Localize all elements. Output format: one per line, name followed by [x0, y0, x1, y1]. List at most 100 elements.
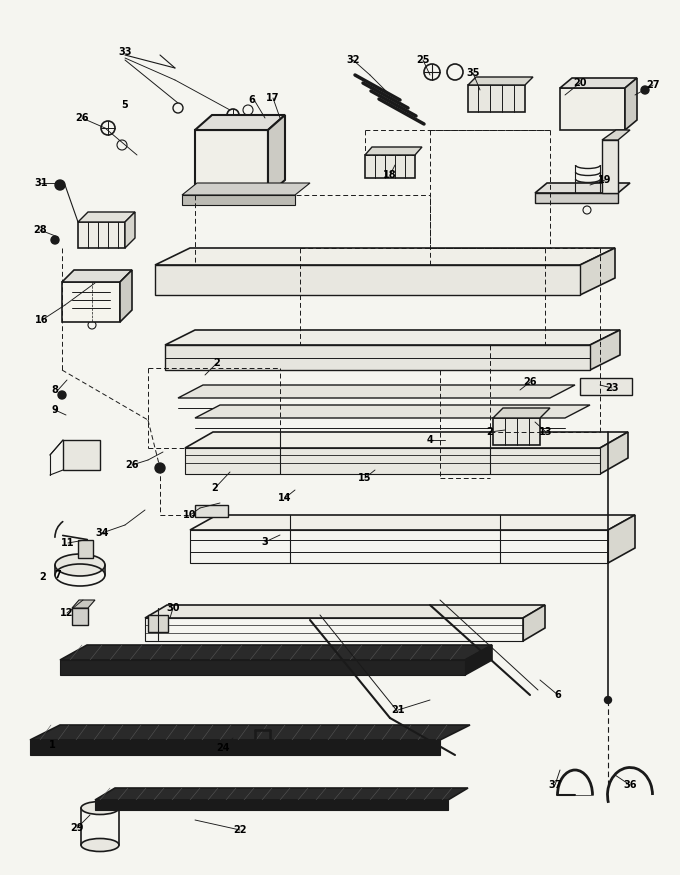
Text: 2: 2: [487, 427, 494, 437]
Text: 25: 25: [416, 55, 430, 65]
Polygon shape: [125, 212, 135, 248]
Polygon shape: [535, 193, 618, 203]
Text: 26: 26: [523, 377, 537, 387]
Text: 33: 33: [118, 47, 132, 57]
Polygon shape: [560, 78, 637, 88]
Polygon shape: [493, 418, 540, 445]
Text: 26: 26: [125, 460, 139, 470]
Text: 29: 29: [70, 823, 84, 833]
Text: 30: 30: [166, 603, 180, 613]
Text: 35: 35: [466, 68, 480, 78]
Polygon shape: [78, 212, 135, 222]
Text: 31: 31: [34, 178, 48, 188]
Text: 22: 22: [233, 825, 247, 835]
Text: 6: 6: [249, 95, 256, 105]
Text: 11: 11: [61, 538, 75, 548]
Circle shape: [55, 180, 65, 190]
Polygon shape: [268, 115, 285, 195]
Text: 18: 18: [384, 170, 397, 180]
Polygon shape: [30, 740, 440, 755]
Polygon shape: [185, 448, 600, 474]
Polygon shape: [60, 645, 492, 660]
Polygon shape: [365, 155, 415, 178]
Polygon shape: [165, 345, 590, 370]
Text: 9: 9: [52, 405, 58, 415]
Circle shape: [155, 463, 165, 473]
Polygon shape: [195, 505, 228, 517]
Text: 3: 3: [262, 537, 269, 547]
Polygon shape: [602, 130, 630, 140]
Polygon shape: [195, 130, 268, 195]
Polygon shape: [535, 183, 630, 193]
Polygon shape: [365, 147, 422, 155]
Polygon shape: [493, 408, 550, 418]
Text: 1: 1: [49, 740, 55, 750]
Text: 2: 2: [214, 358, 220, 368]
Text: 20: 20: [573, 78, 587, 88]
Polygon shape: [62, 282, 120, 322]
Polygon shape: [580, 378, 632, 395]
Text: 17: 17: [267, 93, 279, 103]
FancyArrowPatch shape: [55, 522, 63, 537]
Circle shape: [605, 696, 611, 704]
Polygon shape: [165, 330, 620, 345]
Polygon shape: [78, 540, 93, 558]
Text: 24: 24: [216, 743, 230, 753]
Circle shape: [51, 236, 59, 244]
Text: 27: 27: [646, 80, 660, 90]
Text: 13: 13: [539, 427, 553, 437]
Text: 4: 4: [426, 435, 433, 445]
Polygon shape: [608, 515, 635, 563]
Text: 6: 6: [555, 690, 562, 700]
Polygon shape: [95, 800, 448, 810]
Text: 5: 5: [122, 100, 129, 110]
Ellipse shape: [81, 838, 119, 851]
Polygon shape: [72, 600, 95, 608]
Polygon shape: [195, 115, 285, 130]
Text: 28: 28: [33, 225, 47, 235]
Polygon shape: [155, 265, 580, 295]
Polygon shape: [600, 432, 628, 474]
Polygon shape: [120, 270, 132, 322]
Text: 15: 15: [358, 473, 372, 483]
Polygon shape: [148, 615, 168, 632]
Polygon shape: [78, 222, 125, 248]
Polygon shape: [60, 660, 465, 675]
Polygon shape: [625, 78, 637, 130]
Ellipse shape: [81, 802, 119, 815]
Circle shape: [641, 86, 649, 94]
Polygon shape: [155, 248, 615, 265]
Text: 10: 10: [183, 510, 197, 520]
Polygon shape: [182, 195, 295, 205]
Polygon shape: [145, 605, 545, 618]
Text: 23: 23: [605, 383, 619, 393]
Text: 21: 21: [391, 705, 405, 715]
Text: 12: 12: [61, 608, 73, 618]
Polygon shape: [62, 270, 132, 282]
Text: 7: 7: [54, 570, 61, 580]
Text: 32: 32: [346, 55, 360, 65]
Polygon shape: [580, 248, 615, 295]
Polygon shape: [72, 608, 88, 625]
Text: 8: 8: [52, 385, 58, 395]
Text: 37: 37: [548, 780, 562, 790]
Polygon shape: [63, 440, 100, 470]
Polygon shape: [468, 77, 533, 85]
Polygon shape: [178, 385, 575, 398]
Polygon shape: [195, 405, 590, 418]
Text: 26: 26: [75, 113, 89, 123]
Text: 14: 14: [278, 493, 292, 503]
Polygon shape: [190, 515, 635, 530]
Polygon shape: [560, 88, 625, 130]
Circle shape: [58, 391, 66, 399]
Text: 2: 2: [211, 483, 218, 493]
Polygon shape: [590, 330, 620, 370]
Polygon shape: [182, 183, 310, 195]
Polygon shape: [602, 140, 618, 193]
Text: 36: 36: [624, 780, 636, 790]
Polygon shape: [465, 645, 492, 675]
Text: 16: 16: [35, 315, 49, 325]
Text: 2: 2: [39, 572, 46, 582]
Polygon shape: [468, 85, 525, 112]
Polygon shape: [185, 432, 628, 448]
